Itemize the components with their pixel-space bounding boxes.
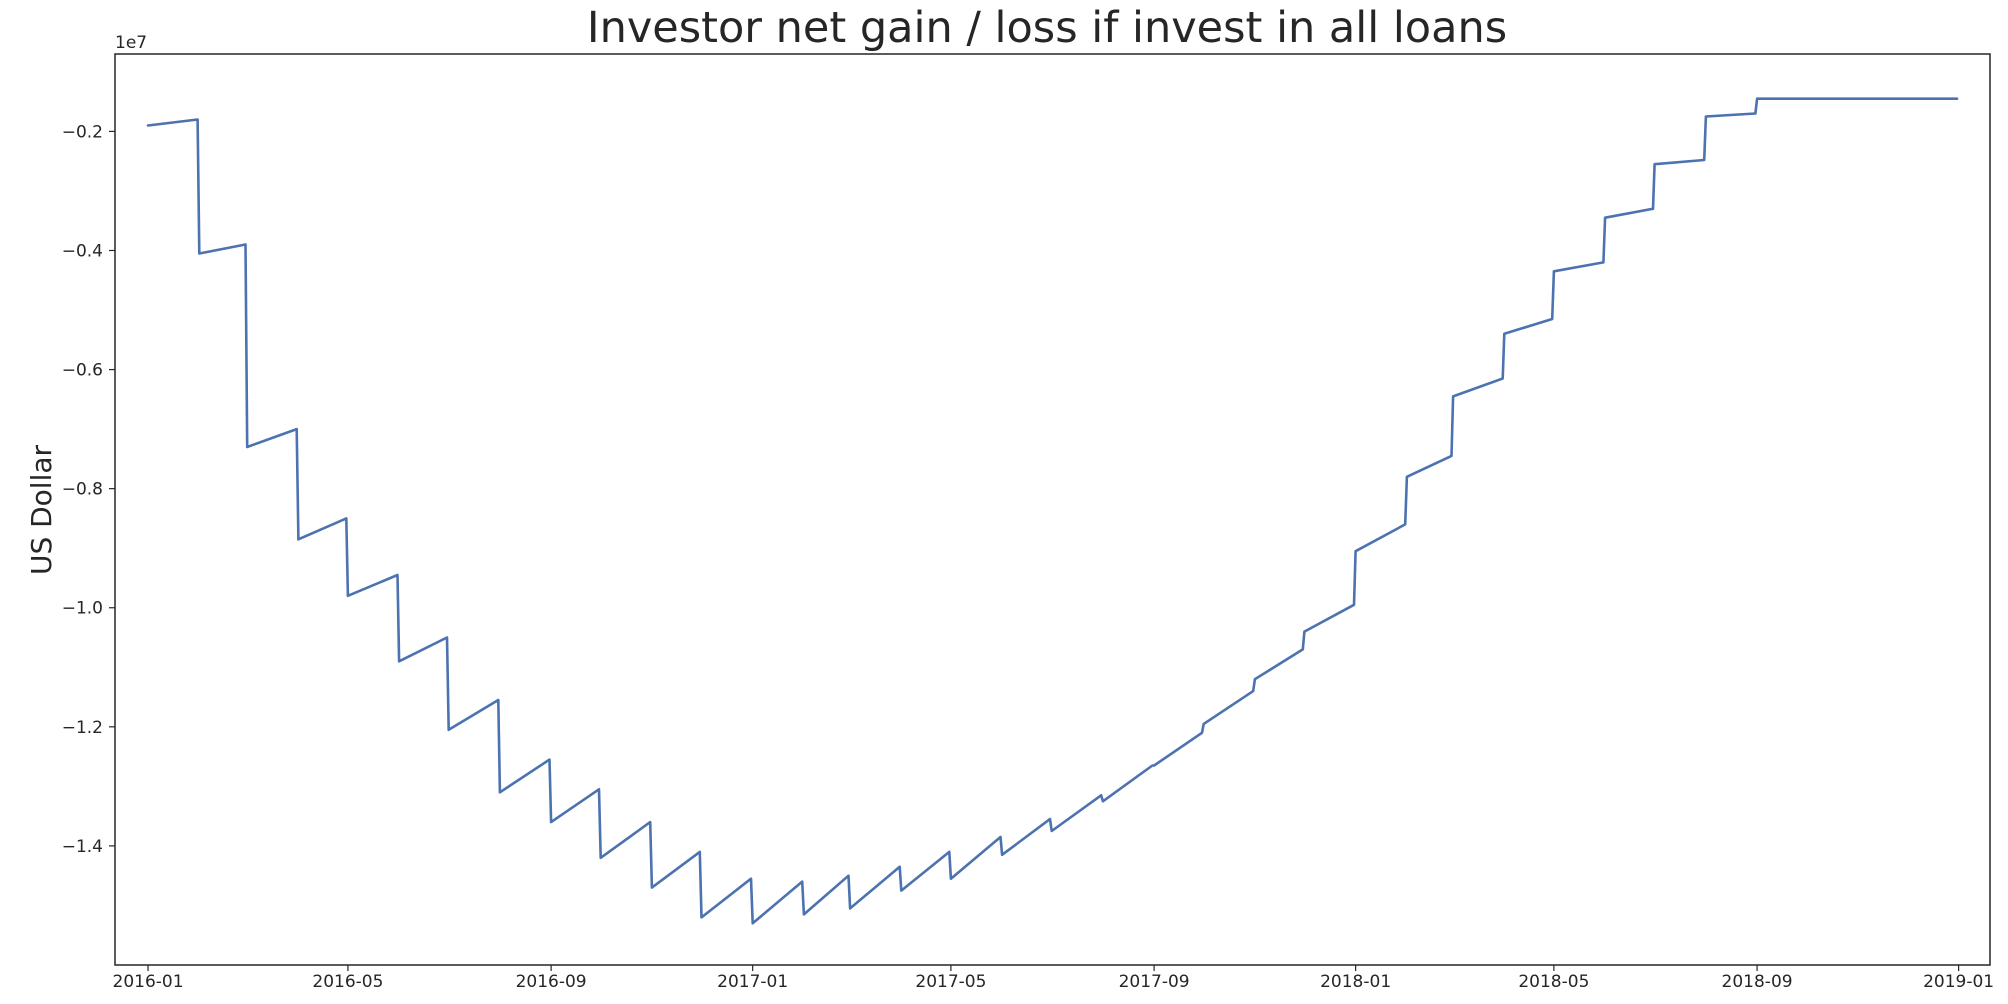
- series-line: [146, 97, 1959, 925]
- y-tick-label: −0.8: [62, 480, 103, 500]
- x-tick-label: 2018-05: [1518, 972, 1589, 992]
- chart-title: Investor net gain / loss if invest in al…: [587, 3, 1507, 53]
- y-axis-label: US Dollar: [25, 444, 58, 575]
- y-tick-label: −0.6: [62, 361, 103, 381]
- x-tick-label: 2016-09: [516, 972, 587, 992]
- x-tick-label: 2018-01: [1320, 972, 1391, 992]
- x-tick-label: 2016-05: [312, 972, 383, 992]
- y-axis: −1.4 −1.2 −1.0 −0.8 −0.6 −0.4 −0.2: [62, 122, 115, 857]
- y-tick-label: −1.2: [62, 718, 103, 738]
- y-tick-label: −0.4: [62, 241, 103, 261]
- x-tick-label: 2018-09: [1722, 972, 1793, 992]
- y-tick-label: −1.4: [62, 837, 103, 857]
- x-tick-label: 2017-01: [717, 972, 788, 992]
- y-axis-offset-label: 1e7: [115, 33, 147, 53]
- x-tick-label: 2019-01: [1923, 972, 1994, 992]
- x-tick-label: 2017-05: [915, 972, 986, 992]
- x-tick-label: 2016-01: [113, 972, 184, 992]
- plot-area-frame: [114, 53, 1991, 966]
- x-axis: 2016-01 2016-05 2016-09 2017-01 2017-05 2017-…: [113, 965, 1994, 992]
- series-layer: [146, 97, 1959, 925]
- y-tick-label: −1.0: [62, 599, 103, 619]
- y-tick-label: −0.2: [62, 122, 103, 142]
- x-tick-label: 2017-09: [1119, 972, 1190, 992]
